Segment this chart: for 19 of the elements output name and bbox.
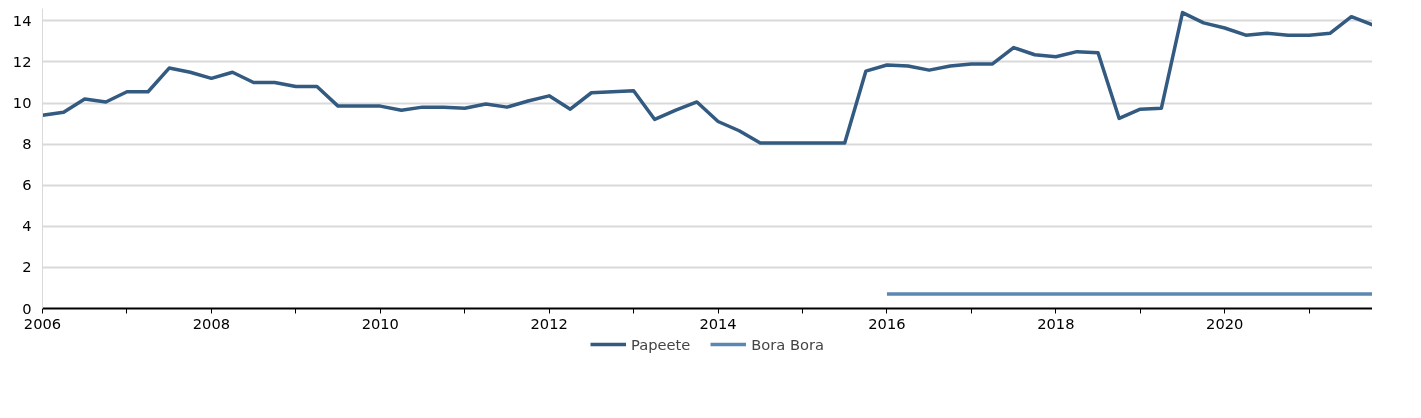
- y-tick-label: 8: [22, 135, 32, 153]
- y-tick-label: 14: [12, 11, 32, 29]
- y-tick-label: 10: [12, 94, 32, 112]
- x-tick-label: 2018: [1037, 314, 1075, 332]
- y-tick-label: 6: [22, 176, 32, 194]
- legend-label: Bora Bora: [751, 335, 824, 353]
- y-tick-label: 2: [22, 258, 32, 276]
- y-tick-label: 4: [22, 217, 32, 235]
- x-tick-label: 2016: [868, 314, 906, 332]
- x-tick-label: 2006: [23, 314, 62, 332]
- y-tick-label: 12: [12, 52, 32, 70]
- line-series: [42, 10, 1372, 145]
- x-tick-label: 2008: [192, 314, 231, 332]
- x-tick-label: 2014: [699, 314, 737, 332]
- y-tick-label: 0: [22, 299, 32, 317]
- legend-label: Papeete: [631, 335, 691, 353]
- x-tick-label: 2010: [361, 314, 399, 332]
- x-tick-label: 2012: [530, 314, 568, 332]
- x-tick-label: 2020: [1206, 314, 1244, 332]
